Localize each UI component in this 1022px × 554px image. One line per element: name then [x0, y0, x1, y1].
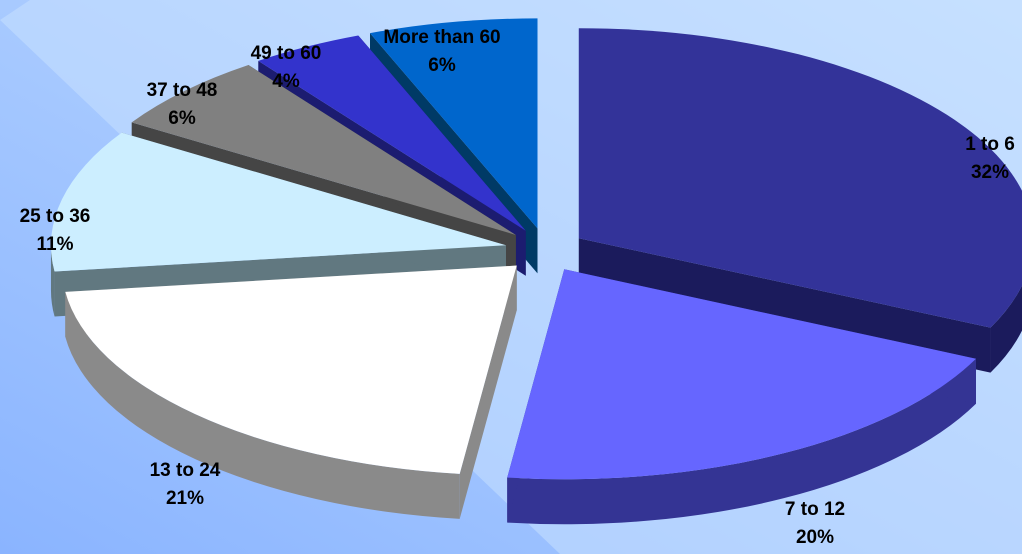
slice-13-to-24: [65, 265, 517, 474]
pie-tops: [50, 18, 1022, 480]
label-percent-49-to-60: 4%: [272, 71, 300, 92]
pie-labels: 1 to 6 32% 7 to 12 20% 13 to 24 21% 25 to 36 11…: [20, 27, 1015, 548]
label-category-25-to-36: 25 to 36: [20, 206, 91, 227]
label-percent-37-to-48: 6%: [168, 108, 196, 129]
slice-side-1-to-6: [990, 285, 1022, 373]
slice-wall-1-to-6-1: [578, 238, 991, 373]
slice-1-to-6: [578, 28, 1022, 328]
label-percent-1-to-6: 32%: [971, 162, 1009, 183]
slice-wall-13-to-24-0: [459, 265, 517, 519]
slice-7-to-12: [507, 269, 976, 480]
label-category-7-to-12: 7 to 12: [785, 499, 845, 520]
label-category-37-to-48: 37 to 48: [147, 80, 218, 101]
slice-49-to-60: [258, 35, 526, 231]
label-category-49-to-60: 49 to 60: [251, 43, 322, 64]
slice-side-7-to-12: [507, 358, 976, 525]
label-percent-more-than-60: 6%: [428, 55, 456, 76]
label-percent-7-to-12: 20%: [796, 527, 834, 548]
slice-side-25-to-36: [50, 245, 55, 317]
label-percent-25-to-36: 11%: [37, 234, 74, 255]
slice-side-13-to-24: [65, 291, 460, 519]
slice-more-than-60: [370, 18, 538, 229]
slice-37-to-48: [131, 65, 516, 235]
label-category-13-to-24: 13 to 24: [150, 460, 221, 481]
label-category-more-than-60: More than 60: [383, 27, 500, 48]
slice-25-to-36: [50, 132, 506, 272]
label-percent-13-to-24: 21%: [166, 488, 204, 509]
label-category-1-to-6: 1 to 6: [965, 134, 1015, 155]
